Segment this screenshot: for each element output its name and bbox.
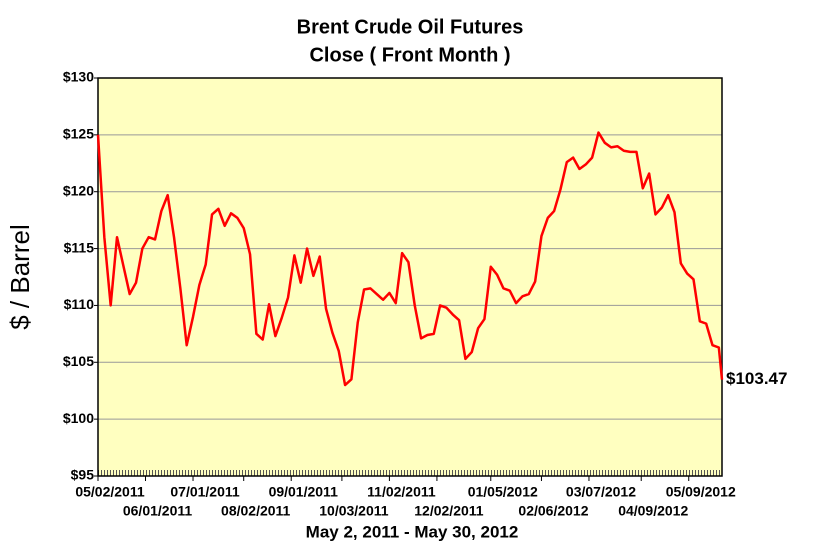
chart-subtitle: Close ( Front Month ) bbox=[309, 44, 510, 66]
y-tick-label: $115 bbox=[64, 239, 95, 255]
x-tick-label: 11/02/2011 bbox=[367, 484, 436, 500]
x-tick-label: 07/01/2011 bbox=[170, 484, 240, 500]
x-tick-label: 12/02/2011 bbox=[414, 503, 484, 519]
y-tick-label: $105 bbox=[63, 353, 94, 369]
x-tick-label: 05/02/2011 bbox=[75, 484, 145, 500]
chart-title: Brent Crude Oil Futures bbox=[297, 16, 524, 38]
y-tick-label: $125 bbox=[63, 126, 94, 142]
x-tick-label: 08/02/2011 bbox=[221, 503, 291, 519]
y-tick-label: $95 bbox=[71, 467, 95, 483]
y-axis-label: $ / Barrel bbox=[5, 224, 35, 330]
x-tick-label: 06/01/2011 bbox=[123, 503, 193, 519]
price-line bbox=[96, 131, 724, 387]
x-tick-label: 02/06/2012 bbox=[518, 503, 588, 519]
x-tick-label: 09/01/2011 bbox=[269, 484, 339, 500]
x-tick-label: 05/09/2012 bbox=[666, 484, 736, 500]
x-axis-label: May 2, 2011 - May 30, 2012 bbox=[306, 522, 519, 541]
y-tick-label: $120 bbox=[63, 182, 94, 198]
x-tick-label: 03/07/2012 bbox=[566, 484, 636, 500]
value-label: $103.47 bbox=[726, 369, 787, 388]
plot-border bbox=[97, 77, 723, 477]
y-tick-label: $130 bbox=[63, 69, 94, 85]
x-tick-label: 10/03/2011 bbox=[319, 503, 389, 519]
minor-ticks bbox=[98, 470, 722, 476]
x-tick-label: 01/05/2012 bbox=[468, 484, 538, 500]
x-tick-label: 04/09/2012 bbox=[618, 503, 688, 519]
y-tick-label: $100 bbox=[63, 410, 94, 426]
y-tick-label: $110 bbox=[64, 296, 95, 312]
